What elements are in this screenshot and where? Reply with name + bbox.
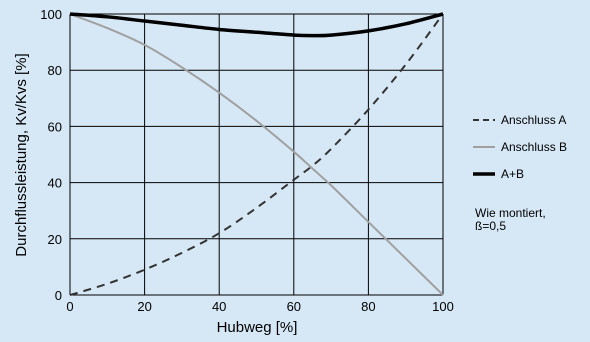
legend-label-3: A+B	[501, 167, 524, 181]
series-group	[69, 12, 444, 296]
legend: Anschluss A Anschluss B A+B	[473, 113, 567, 181]
grid	[69, 13, 444, 296]
series-line-3	[69, 12, 444, 38]
x-tick-label: 0	[66, 299, 73, 314]
y-tick-label: 20	[48, 232, 62, 247]
x-axis-label: Hubweg [%]	[217, 319, 298, 336]
legend-label-1: Anschluss A	[501, 113, 566, 127]
x-tick-label: 60	[287, 299, 301, 314]
mounting-note-line2: ß=0,5	[475, 219, 507, 233]
plot-area	[70, 14, 443, 295]
x-tick-label: 100	[432, 299, 454, 314]
x-tick-label: 40	[212, 299, 226, 314]
x-tick-label: 20	[137, 299, 151, 314]
x-tick-label: 80	[361, 299, 375, 314]
mounting-note: Wie montiert, ß=0,5	[475, 207, 585, 233]
y-tick-label: 100	[40, 7, 62, 22]
series-line-1	[69, 13, 444, 296]
mounting-note-line1: Wie montiert,	[475, 206, 546, 220]
y-tick-label: 60	[48, 119, 62, 134]
legend-label-2: Anschluss B	[501, 140, 567, 154]
series-line-2	[69, 13, 444, 296]
y-axis-label: Durchflussleistung, Kv/Kvs [%]	[13, 53, 30, 256]
y-tick-label: 80	[48, 63, 62, 78]
y-tick-label: 40	[48, 176, 62, 191]
y-tick-label: 0	[55, 288, 62, 303]
y-tick-labels: 0 20 40 60 80 100	[40, 7, 62, 303]
x-tick-labels: 0 20 40 60 80 100	[66, 299, 453, 314]
